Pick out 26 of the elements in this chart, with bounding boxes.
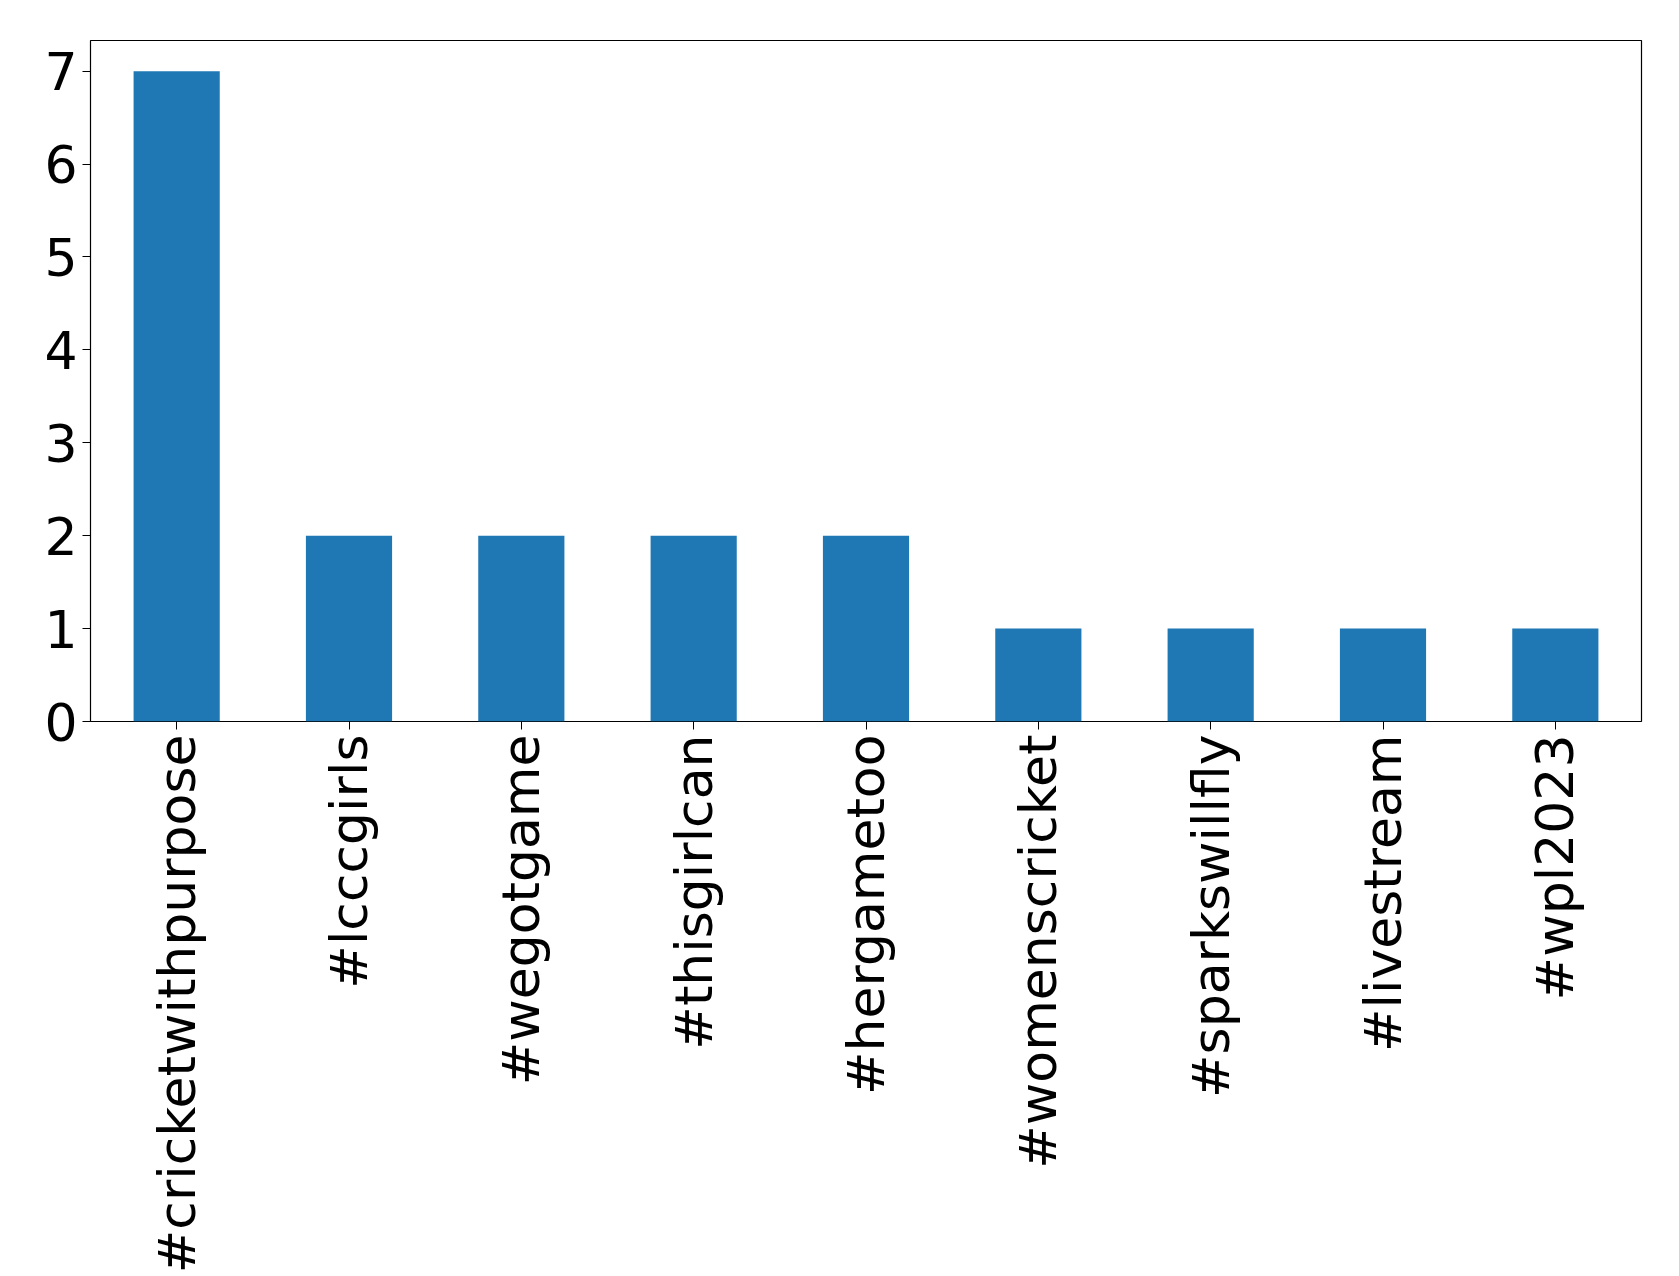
bar — [478, 535, 565, 722]
x-tick-label: #lcccgirls — [319, 734, 379, 989]
y-tick-label: 4 — [44, 320, 78, 381]
y-tick-label: 5 — [44, 227, 78, 288]
y-tick-label: 6 — [44, 135, 78, 196]
x-tick-label: #wpl2023 — [1525, 734, 1586, 1001]
bar — [1339, 628, 1427, 722]
bar — [1167, 628, 1254, 722]
bar — [305, 535, 393, 722]
y-tick-label: 1 — [44, 599, 78, 660]
bar — [822, 535, 910, 722]
bar — [650, 535, 737, 722]
x-tick-label: #womenscricket — [1008, 734, 1069, 1169]
x-tick-label: #cricketwithpurpose — [146, 734, 207, 1274]
x-tick-label: #thisgirlcan — [663, 734, 724, 1050]
bar — [1512, 628, 1599, 722]
y-tick-label: 0 — [44, 692, 78, 753]
y-tick-label: 7 — [44, 42, 78, 103]
x-tick-label: #sparkswillfly — [1180, 734, 1241, 1099]
x-tick-label: #hergametoo — [836, 734, 896, 1096]
bar — [133, 71, 220, 722]
x-tick-label: #livestream — [1353, 734, 1413, 1052]
y-tick-label: 3 — [44, 413, 78, 474]
bar — [995, 628, 1082, 722]
x-tick-label: #wegotgame — [491, 734, 552, 1086]
y-tick-label: 2 — [44, 506, 78, 567]
